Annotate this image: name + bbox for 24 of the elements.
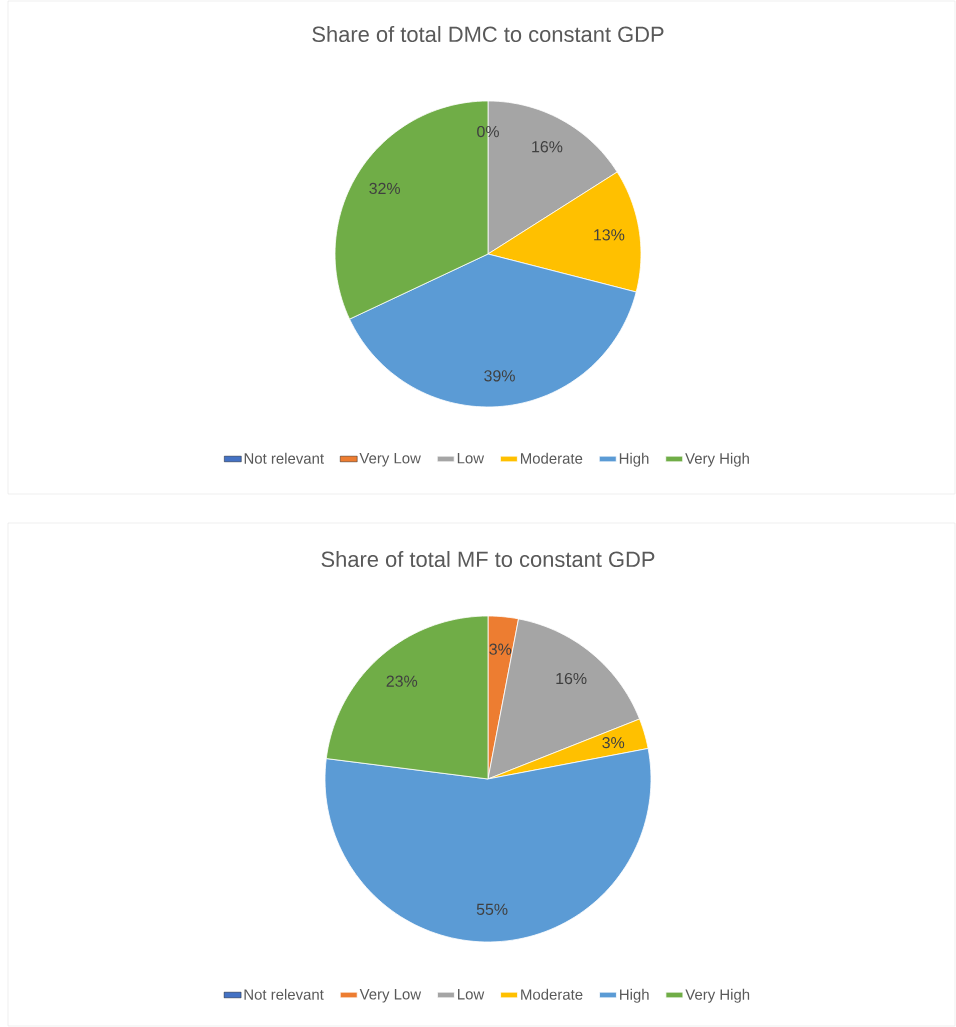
data-label: 23% [386,675,418,687]
legend-label: Very High [685,988,750,1003]
data-label: 16% [556,672,587,685]
data-label: 16% [532,141,563,153]
text: 0% [477,125,499,138]
data-label: 39% [484,370,515,382]
chart-title: Share of total MF to constant GDP [321,550,655,568]
data-label: 32% [369,182,401,195]
legend-label: High [619,452,649,467]
legend-label: Moderate [521,988,583,1000]
data-label: 55% [476,903,508,915]
data-label: 3% [602,736,625,749]
legend-label: Moderate [520,452,583,464]
legend-label: Very High [685,452,749,467]
legend-label: Low [458,989,485,1000]
legend-label: Very Low [359,989,422,1003]
legend-label: Not relevant [244,452,324,464]
legend-label: Low [457,453,485,464]
legend-label: Very Low [359,453,421,467]
legend-label: High [620,988,649,1003]
legend-label: Not relevant [244,988,324,1000]
data-label: 3% [489,643,512,655]
chart-title: Share of total DMC to constant GDP [312,25,664,43]
data-label: 13% [594,229,625,241]
